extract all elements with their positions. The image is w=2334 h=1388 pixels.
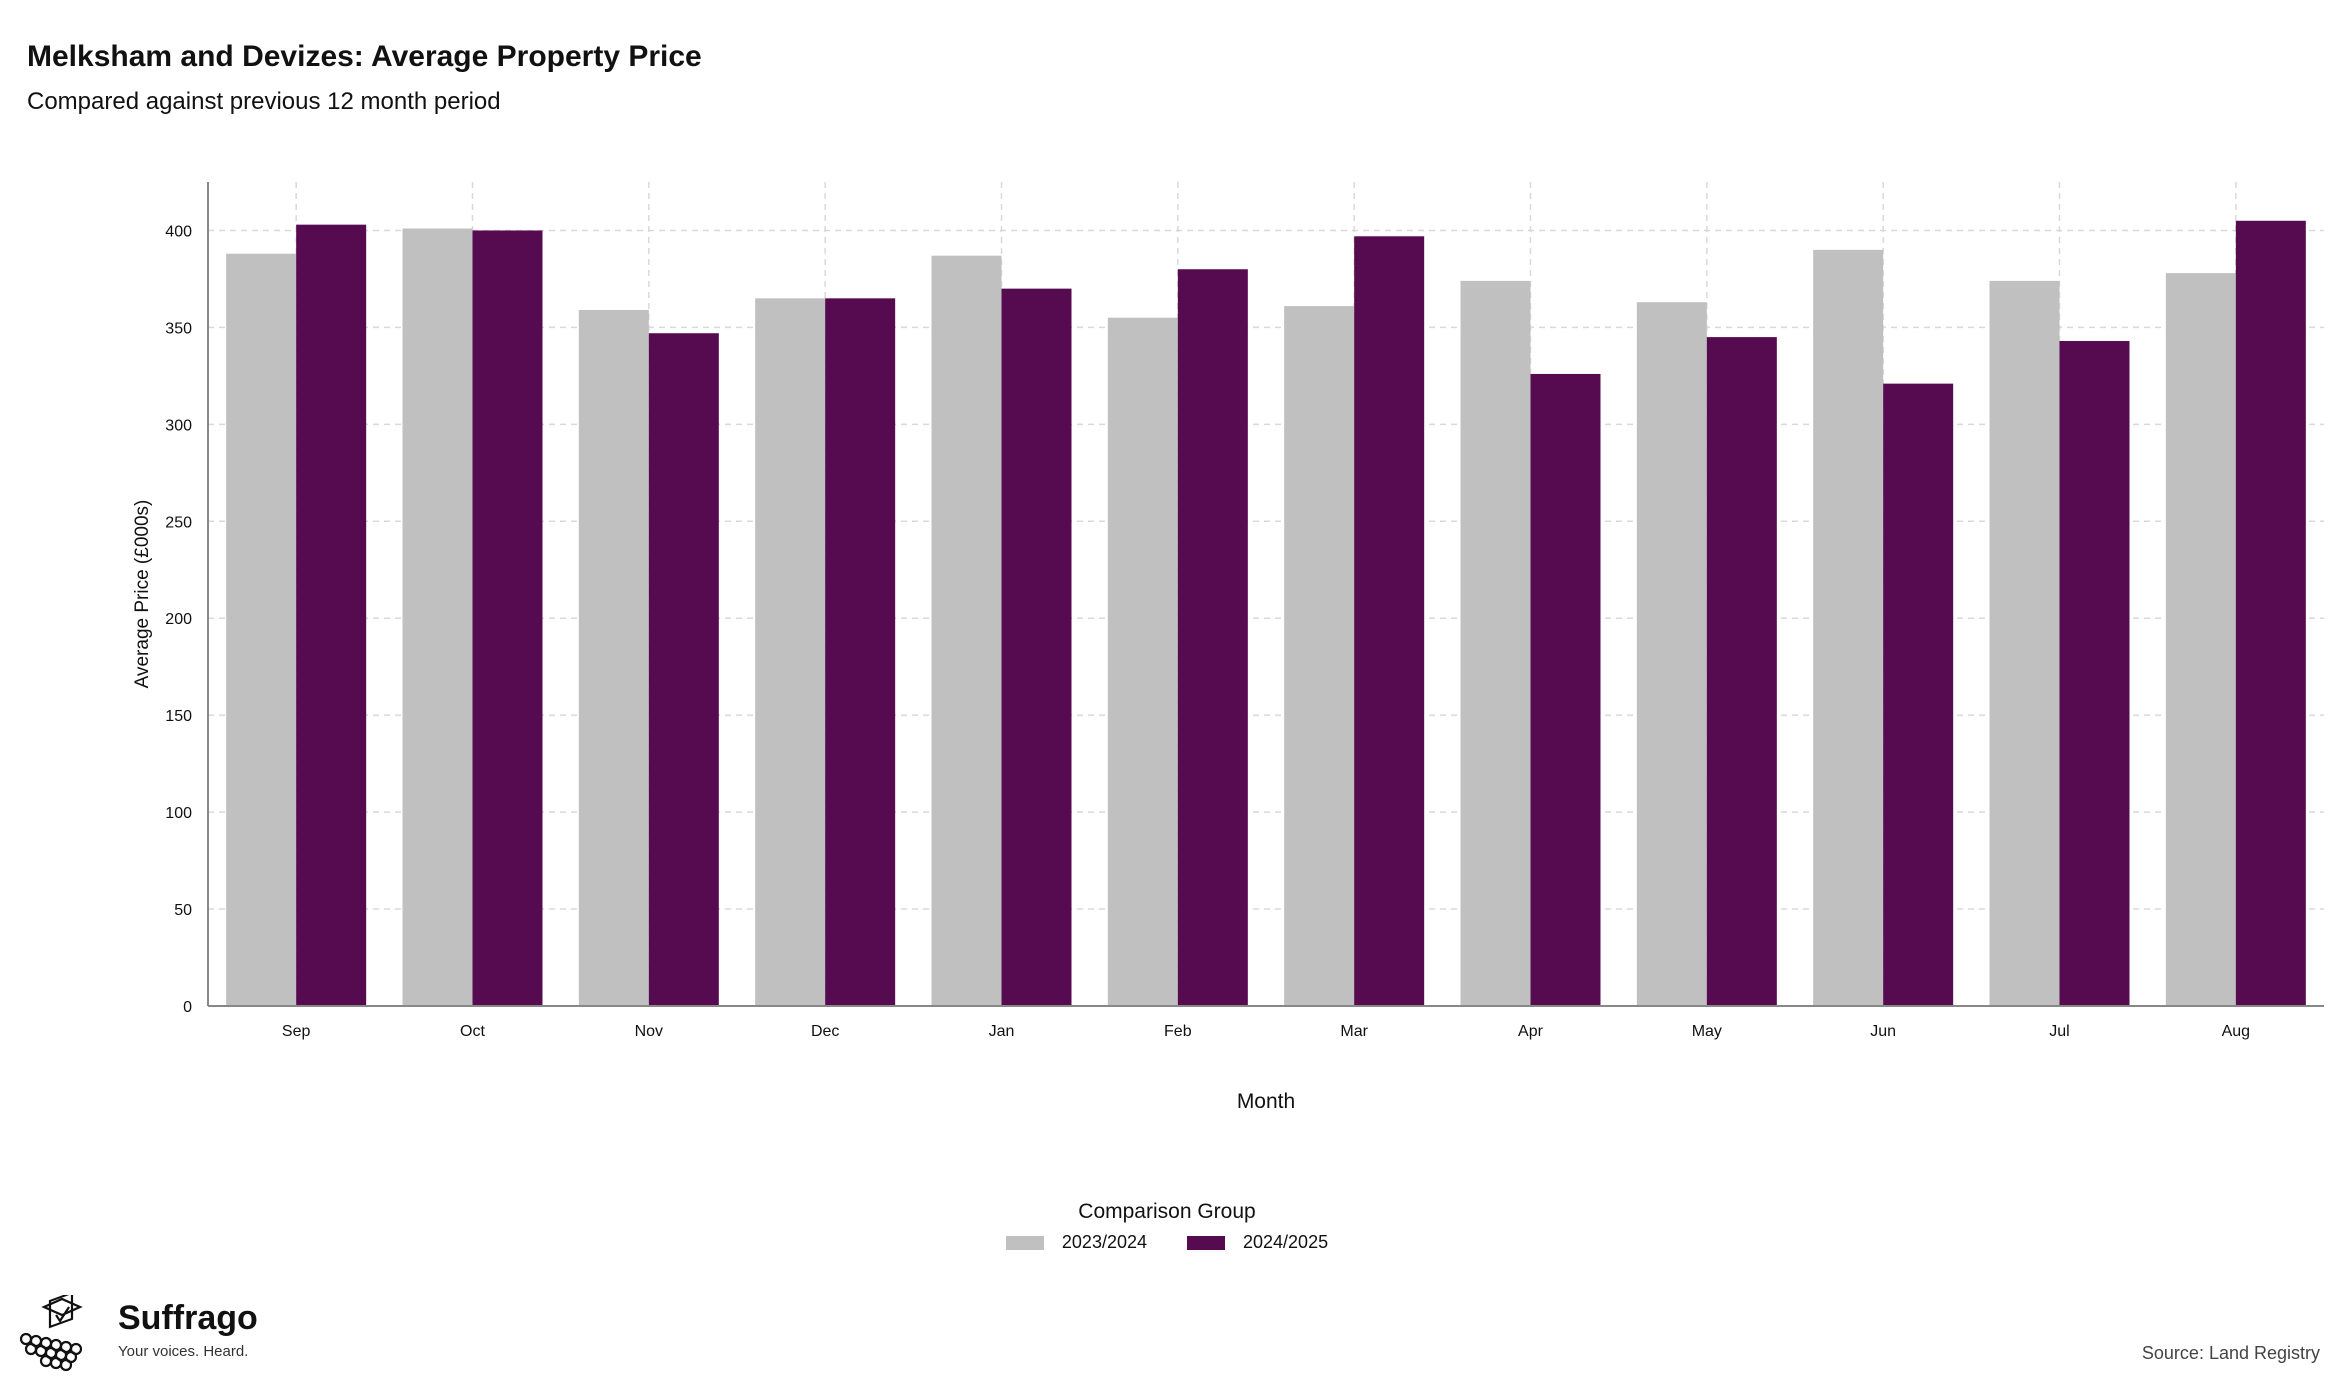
bar-2023-2024-apr — [1460, 280, 1531, 1006]
x-tick-label: Aug — [2222, 1023, 2250, 1040]
bar-chart: 0 50 100 150 200 250 300 350 400 Sep Oct Nov Dec Jan F… — [132, 182, 2324, 1113]
legend-swatch-series-2 — [1187, 1235, 1225, 1250]
brand-name: Suffrago — [118, 1299, 258, 1337]
legend-label-series-1: 2023/2024 — [1061, 1232, 1147, 1252]
y-tick-label: 300 — [165, 417, 192, 434]
chart-title: Melksham and Devizes: Average Property P… — [27, 40, 702, 73]
y-tick-label: 250 — [165, 514, 192, 531]
y-tick-label: 0 — [183, 999, 192, 1016]
bar-2023-2024-jun — [1813, 249, 1884, 1006]
bar-2024-2025-sep — [296, 224, 367, 1006]
bar-2023-2024-jul — [1989, 280, 2060, 1006]
brand-logo: Suffrago Your voices. Heard. — [14, 1295, 258, 1375]
bar-2023-2024-nov — [578, 309, 649, 1006]
bar-2024-2025-nov — [648, 333, 719, 1006]
bar-2023-2024-jan — [931, 255, 1002, 1006]
bar-2024-2025-apr — [1530, 373, 1601, 1006]
legend-item-series-1: 2023/2024 — [1005, 1232, 1147, 1253]
x-tick-label: Jun — [1870, 1023, 1896, 1040]
x-tick-label: Nov — [635, 1023, 663, 1040]
bar-2023-2024-mar — [1284, 306, 1355, 1006]
legend: Comparison Group 2023/2024 2024/2025 — [0, 1200, 2334, 1253]
bar-2024-2025-oct — [472, 230, 543, 1006]
chart-subtitle: Compared against previous 12 month perio… — [27, 88, 501, 115]
y-tick-label: 50 — [174, 902, 192, 919]
x-tick-label: Apr — [1518, 1023, 1544, 1040]
x-tick-label: Mar — [1340, 1023, 1368, 1040]
brand-tagline: Your voices. Heard. — [118, 1343, 249, 1360]
legend-label-series-2: 2024/2025 — [1243, 1232, 1329, 1252]
bar-2024-2025-may — [1706, 337, 1777, 1006]
bar-2023-2024-oct — [402, 228, 473, 1007]
bar-2024-2025-feb — [1177, 269, 1248, 1006]
bar-2024-2025-jun — [1883, 383, 1954, 1006]
legend-swatch-series-1 — [1005, 1235, 1044, 1250]
source-note: Source: Land Registry — [2141, 1343, 2320, 1363]
bar-2023-2024-feb — [1107, 317, 1178, 1006]
x-tick-label: Jan — [989, 1023, 1015, 1040]
ballot-box-icon — [19, 1295, 83, 1372]
y-axis-title: Average Price (£000s) — [132, 500, 153, 689]
y-tick-label: 350 — [165, 320, 192, 337]
y-tick-label: 400 — [165, 223, 192, 240]
x-tick-label: May — [1692, 1023, 1722, 1040]
bar-2023-2024-dec — [755, 298, 826, 1006]
x-axis-title: Month — [1237, 1090, 1295, 1113]
bar-2024-2025-jan — [1001, 288, 1072, 1007]
y-tick-label: 200 — [165, 611, 192, 628]
bar-2024-2025-mar — [1354, 236, 1425, 1007]
bar-2024-2025-aug — [2235, 220, 2306, 1006]
bar-2023-2024-may — [1636, 302, 1707, 1007]
legend-title: Comparison Group — [1078, 1200, 1256, 1223]
x-tick-label: Jul — [2049, 1023, 2069, 1040]
legend-item-series-2: 2024/2025 — [1187, 1232, 1328, 1253]
bar-2023-2024-sep — [226, 253, 297, 1007]
bar-2024-2025-jul — [2059, 340, 2130, 1006]
x-tick-label: Dec — [811, 1023, 839, 1040]
x-tick-label: Oct — [460, 1023, 485, 1040]
bar-2024-2025-dec — [825, 298, 896, 1006]
y-tick-label: 100 — [165, 805, 192, 822]
y-tick-label: 150 — [165, 708, 192, 725]
x-tick-label: Sep — [282, 1023, 311, 1040]
x-tick-label: Feb — [1164, 1023, 1192, 1040]
bar-2023-2024-aug — [2165, 273, 2236, 1006]
